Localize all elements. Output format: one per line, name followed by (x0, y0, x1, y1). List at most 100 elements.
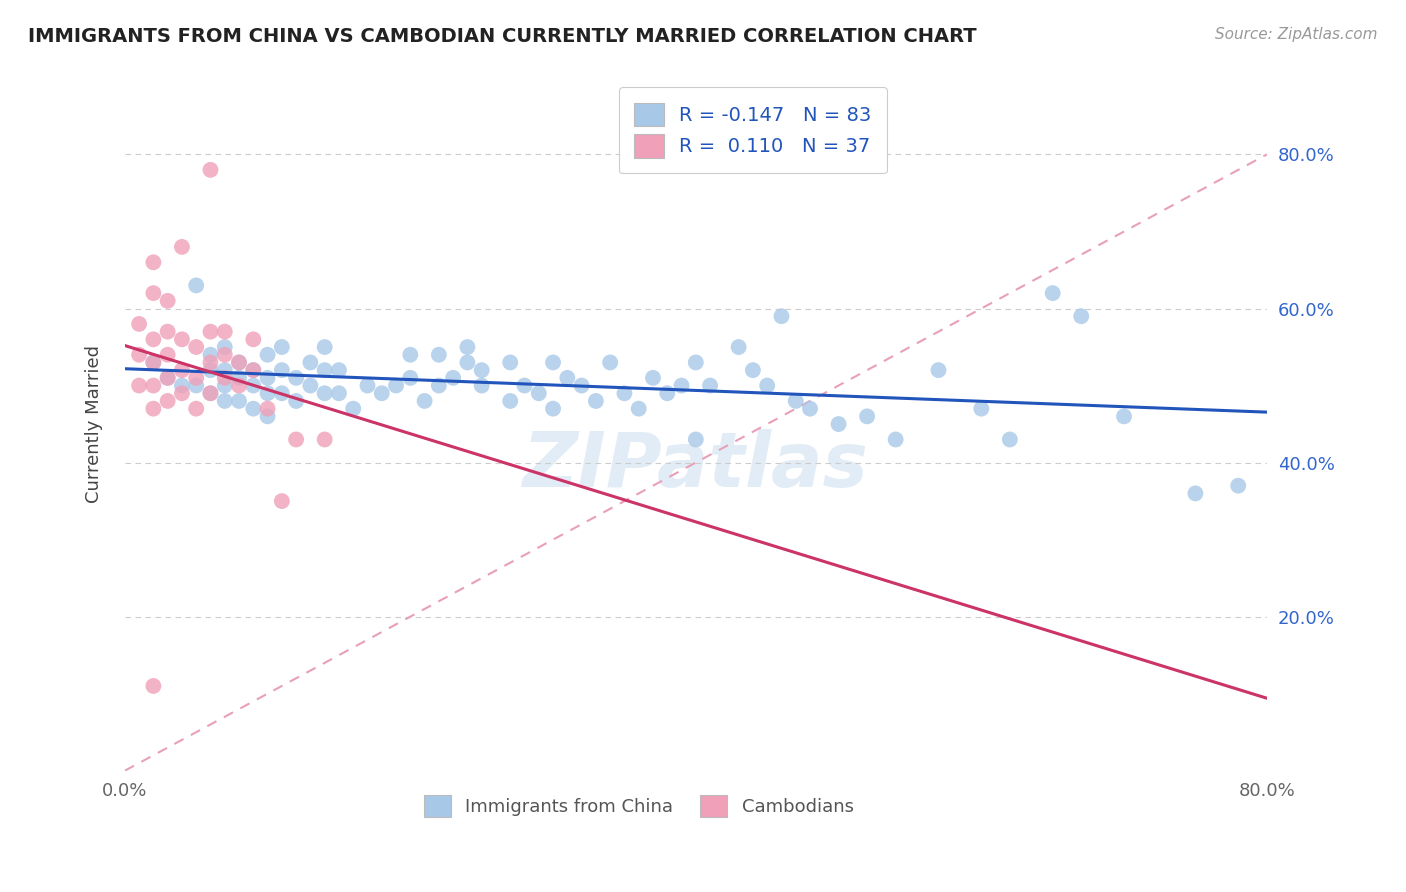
Point (441, 371, 464, 385)
Point (214, 371, 236, 385)
Point (328, 363, 350, 377)
Point (884, 433, 907, 447)
Legend: Immigrants from China, Cambodians: Immigrants from China, Cambodians (416, 788, 860, 824)
Point (228, 355, 250, 369)
Point (927, 363, 949, 377)
Point (156, 371, 179, 385)
Point (200, 386, 222, 401)
Point (385, 378, 408, 392)
Point (571, 378, 593, 392)
Point (314, 363, 336, 377)
Point (156, 394, 179, 409)
Point (186, 278, 208, 293)
Point (170, 378, 193, 392)
Point (170, 386, 193, 401)
Point (856, 409, 879, 424)
Point (371, 386, 394, 401)
Point (256, 371, 278, 385)
Y-axis label: Currently Married: Currently Married (86, 345, 103, 503)
Point (599, 355, 621, 369)
Point (214, 340, 236, 354)
Point (314, 386, 336, 401)
Text: Source: ZipAtlas.com: Source: ZipAtlas.com (1215, 27, 1378, 42)
Point (627, 401, 650, 416)
Point (256, 386, 278, 401)
Point (456, 340, 478, 354)
Point (200, 363, 222, 377)
Point (471, 363, 494, 377)
Point (427, 348, 450, 362)
Point (699, 378, 721, 392)
Point (499, 355, 522, 369)
Point (242, 363, 264, 377)
Point (170, 363, 193, 377)
Point (427, 378, 450, 392)
Point (756, 378, 779, 392)
Point (142, 679, 165, 693)
Point (170, 240, 193, 254)
Point (186, 378, 208, 392)
Point (142, 355, 165, 369)
Point (242, 363, 264, 377)
Point (399, 348, 422, 362)
Point (613, 386, 636, 401)
Point (685, 433, 707, 447)
Point (499, 394, 522, 409)
Point (200, 162, 222, 177)
Point (1184, 486, 1206, 500)
Point (156, 371, 179, 385)
Point (641, 371, 664, 385)
Point (299, 378, 322, 392)
Point (671, 378, 693, 392)
Point (142, 355, 165, 369)
Point (527, 386, 550, 401)
Point (214, 348, 236, 362)
Point (228, 378, 250, 392)
Point (142, 255, 165, 269)
Point (200, 325, 222, 339)
Point (256, 409, 278, 424)
Point (214, 378, 236, 392)
Point (214, 394, 236, 409)
Point (1227, 478, 1250, 492)
Point (186, 371, 208, 385)
Point (827, 417, 849, 431)
Point (1070, 310, 1092, 324)
Point (413, 394, 436, 409)
Point (142, 286, 165, 301)
Point (214, 325, 236, 339)
Point (200, 386, 222, 401)
Point (685, 355, 707, 369)
Point (356, 378, 378, 392)
Point (170, 332, 193, 346)
Point (186, 340, 208, 354)
Point (242, 378, 264, 392)
Point (328, 386, 350, 401)
Point (471, 378, 494, 392)
Point (799, 401, 821, 416)
Point (242, 332, 264, 346)
Point (399, 371, 422, 385)
Point (657, 386, 679, 401)
Point (270, 494, 292, 508)
Point (1042, 286, 1064, 301)
Point (314, 340, 336, 354)
Point (228, 394, 250, 409)
Point (256, 348, 278, 362)
Point (314, 433, 336, 447)
Point (214, 363, 236, 377)
Point (557, 371, 579, 385)
Point (156, 348, 179, 362)
Point (200, 355, 222, 369)
Point (256, 401, 278, 416)
Point (585, 394, 607, 409)
Point (285, 394, 308, 409)
Point (270, 340, 292, 354)
Text: IMMIGRANTS FROM CHINA VS CAMBODIAN CURRENTLY MARRIED CORRELATION CHART: IMMIGRANTS FROM CHINA VS CAMBODIAN CURRE… (28, 27, 977, 45)
Point (156, 293, 179, 308)
Point (200, 348, 222, 362)
Point (785, 394, 807, 409)
Point (299, 355, 322, 369)
Text: ZIPatlas: ZIPatlas (523, 429, 869, 503)
Point (270, 386, 292, 401)
